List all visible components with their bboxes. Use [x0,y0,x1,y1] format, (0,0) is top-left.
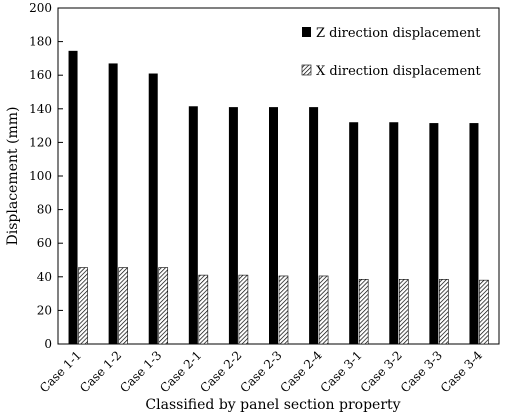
y-tick-label: 0 [44,337,52,351]
y-tick-label: 200 [29,1,52,15]
bar-x-6 [278,275,289,345]
x-tick-label: Case 3-1 [318,348,365,395]
bar-z-8 [349,122,359,345]
bar-z-1 [68,50,78,345]
x-tick-label: Case 2-1 [157,348,204,395]
bar-x-7 [318,275,329,345]
bar-x-10 [439,279,449,345]
y-tick-label: 100 [29,169,52,183]
bar-x-9 [398,279,409,345]
y-axis-label: Displacement (mm) [5,107,21,246]
y-tick-label: 20 [37,303,52,317]
y-tick-label: 80 [37,203,52,217]
x-tick-label: Case 1-3 [117,348,164,395]
y-tick-label: 40 [37,270,52,284]
bar-z-3 [148,73,158,345]
bar-z-7 [309,107,319,345]
legend-label: X direction displacement [316,64,482,79]
bar-z-4 [188,106,198,344]
legend: Z direction displacement X direction disp… [301,26,482,79]
x-tick-label: Case 3-4 [438,348,485,395]
y-tick-label: 180 [29,35,52,49]
bar-x-11 [479,279,489,345]
x-tick-label: Case 2-2 [197,348,244,395]
bar-x-5 [238,274,249,345]
y-tick-label: 160 [29,68,52,82]
bar-z-5 [228,107,238,345]
y-tick-label: 60 [37,236,52,250]
bar-x-4 [198,274,209,345]
bar-z-10 [429,123,439,344]
y-tick-label: 120 [29,135,52,149]
x-tick-label: Case 1-1 [37,348,84,395]
bars [68,50,489,345]
bar-x-8 [358,279,369,345]
legend-swatch [302,27,311,37]
y-tick-label: 140 [29,102,52,116]
legend-label: Z direction displacement [316,26,481,41]
bar-x-3 [158,267,169,345]
x-tick-label: Case 3-2 [358,348,405,395]
x-tick-label: Case 1-2 [77,348,124,395]
x-axis-label: Classified by panel section property [145,397,400,413]
x-tick-label: Case 2-3 [237,348,284,395]
y-axis: 0 20 40 60 80 100 120 140 160 180 200 [29,1,63,351]
bar-z-9 [389,122,399,345]
x-tick-label: Case 3-3 [398,348,445,395]
bar-x-1 [78,267,88,345]
legend-swatch [301,64,312,76]
x-tick-label: Case 2-4 [278,348,325,395]
bar-x-2 [118,267,128,345]
bar-z-2 [108,63,118,344]
bar-z-11 [469,123,479,344]
bar-z-6 [269,107,278,345]
